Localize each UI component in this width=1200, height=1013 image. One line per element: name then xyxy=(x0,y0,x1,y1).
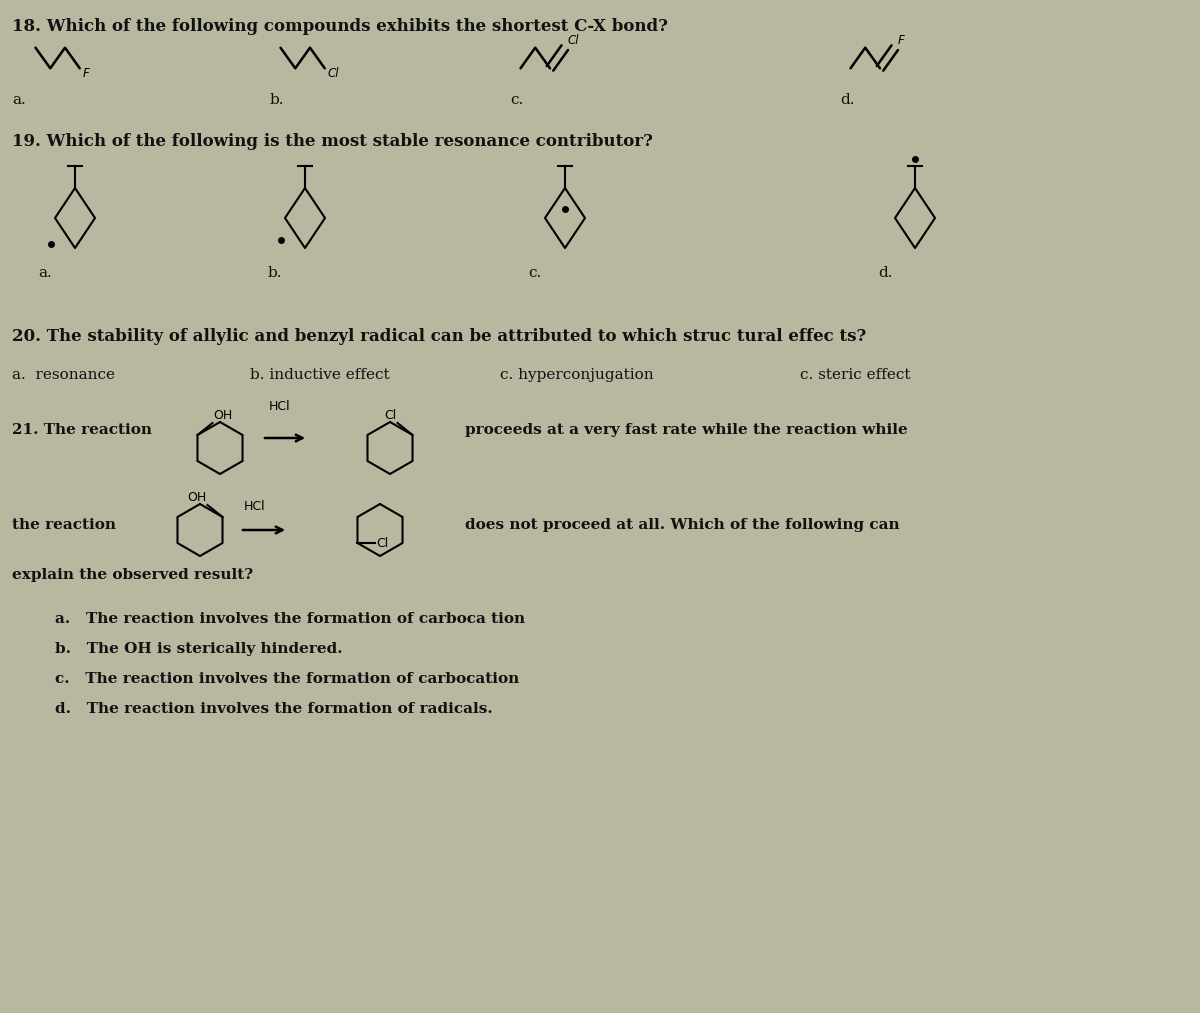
Text: a.: a. xyxy=(12,93,25,107)
Text: Cl: Cl xyxy=(328,67,340,80)
Text: 21. The reaction: 21. The reaction xyxy=(12,423,152,437)
Text: a.: a. xyxy=(38,266,52,280)
Text: a.   The reaction involves the formation of carboca tion: a. The reaction involves the formation o… xyxy=(55,612,526,626)
Text: c.: c. xyxy=(510,93,523,107)
Text: d.: d. xyxy=(840,93,854,107)
Text: c.: c. xyxy=(528,266,541,280)
Text: c. steric effect: c. steric effect xyxy=(800,368,911,382)
Text: c.   The reaction involves the formation of carbocation: c. The reaction involves the formation o… xyxy=(55,672,520,686)
Text: a.  resonance: a. resonance xyxy=(12,368,115,382)
Text: d.   The reaction involves the formation of radicals.: d. The reaction involves the formation o… xyxy=(55,702,493,716)
Text: b.: b. xyxy=(270,93,284,107)
Text: b. inductive effect: b. inductive effect xyxy=(250,368,390,382)
Text: F: F xyxy=(83,67,90,80)
Text: c. hyperconjugation: c. hyperconjugation xyxy=(500,368,654,382)
Text: Cl: Cl xyxy=(377,537,389,549)
Text: b.   The OH is sterically hindered.: b. The OH is sterically hindered. xyxy=(55,642,343,656)
Text: Cl: Cl xyxy=(568,33,580,47)
Text: d.: d. xyxy=(878,266,893,280)
Text: Cl: Cl xyxy=(384,409,396,422)
Text: F: F xyxy=(898,33,905,47)
Text: b.: b. xyxy=(268,266,282,280)
Text: HCl: HCl xyxy=(269,400,290,413)
Text: explain the observed result?: explain the observed result? xyxy=(12,568,253,582)
Text: does not proceed at all. Which of the following can: does not proceed at all. Which of the fo… xyxy=(466,518,900,532)
Text: OH: OH xyxy=(187,491,206,504)
Text: OH: OH xyxy=(214,409,233,422)
Text: proceeds at a very fast rate while the reaction while: proceeds at a very fast rate while the r… xyxy=(466,423,907,437)
Text: 20. The stability of allylic and benzyl radical can be attributed to which struc: 20. The stability of allylic and benzyl … xyxy=(12,328,866,345)
Text: 19. Which of the following is the most stable resonance contributor?: 19. Which of the following is the most s… xyxy=(12,133,653,150)
Text: 18. Which of the following compounds exhibits the shortest C-X bond?: 18. Which of the following compounds exh… xyxy=(12,18,668,35)
Text: HCl: HCl xyxy=(244,500,266,513)
Text: the reaction: the reaction xyxy=(12,518,116,532)
